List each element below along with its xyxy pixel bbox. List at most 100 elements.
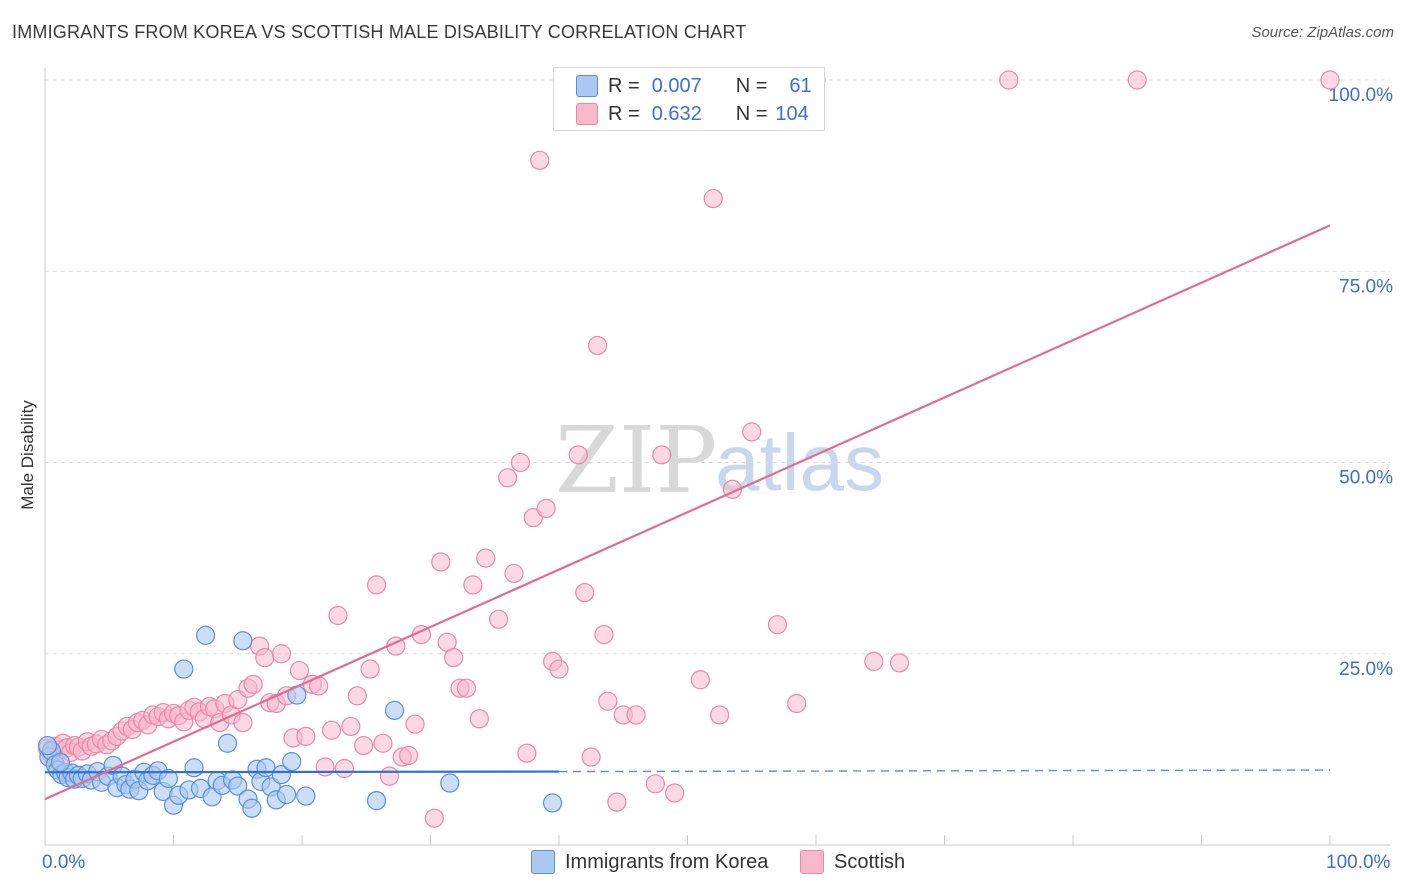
- scottish-point-76: [463, 575, 483, 595]
- scottish-point-106: [767, 615, 788, 635]
- scottish-r-value: 0.632: [651, 102, 702, 125]
- bottom-korea-swatch: [531, 850, 555, 874]
- scottish-point-81: [504, 563, 524, 584]
- scottish-point-86: [536, 498, 556, 518]
- scottish-point-50: [289, 660, 310, 681]
- scottish-point-91: [581, 747, 601, 767]
- korea-point-33: [184, 758, 204, 778]
- scottish-point-57: [334, 758, 355, 779]
- korea-n-value: 61: [789, 74, 812, 97]
- scottish-point-55: [321, 720, 342, 740]
- scottish-point-62: [366, 575, 387, 595]
- scottish-point-44: [255, 647, 275, 668]
- scottish-point-100: [665, 783, 685, 803]
- stats-legend: R = 0.007 N = 61 R = 0.632 N = 104: [553, 67, 825, 131]
- korea-swatch: [576, 75, 598, 97]
- scottish-point-68: [405, 714, 425, 734]
- y-tick-label-50: 50.0%: [1339, 468, 1393, 489]
- korea-point-56: [384, 700, 405, 720]
- x-tick-max: 100.0%: [1326, 852, 1391, 873]
- scottish-point-105: [742, 422, 762, 442]
- scottish-n-value: 104: [775, 102, 809, 125]
- scottish-point-54: [315, 757, 335, 777]
- scottish-point-73: [444, 647, 464, 668]
- bottom-scottish-label: Scottish: [834, 850, 906, 873]
- bottom-legend-scottish: Scottish: [800, 850, 905, 874]
- scottish-point-60: [354, 735, 374, 756]
- legend-row-korea: R = 0.007 N = 61: [576, 72, 812, 100]
- korea-n-label: N =: [735, 74, 768, 97]
- scottish-r-label: R =: [608, 102, 640, 125]
- scottish-point-99: [652, 445, 672, 465]
- scottish-point-67: [399, 745, 419, 766]
- scottish-n-label: N =: [735, 102, 768, 125]
- scottish-point-83: [517, 743, 537, 763]
- scottish-point-61: [360, 659, 380, 679]
- scottish-point-51: [296, 726, 316, 746]
- bottom-scottish-swatch: [800, 850, 824, 874]
- scottish-point-101: [690, 670, 710, 690]
- korea-trend-extension: [558, 769, 1331, 773]
- scottish-point-79: [489, 609, 509, 629]
- korea-point-41: [228, 776, 248, 796]
- scottish-point-63: [373, 733, 393, 753]
- korea-point-54: [296, 786, 316, 806]
- scottish-point-58: [341, 716, 361, 737]
- y-tick-label-100: 100.0%: [1329, 85, 1394, 106]
- korea-point-57: [440, 773, 460, 793]
- y-tick-label-75: 75.0%: [1339, 276, 1393, 297]
- korea-r-label: R =: [608, 74, 640, 97]
- korea-r-value: 0.007: [651, 74, 702, 97]
- korea-point-51: [276, 784, 297, 805]
- scottish-point-89: [568, 445, 588, 465]
- scottish-point-110: [889, 653, 910, 673]
- bottom-legend-korea: Immigrants from Korea: [531, 850, 768, 874]
- scottish-point-40: [233, 712, 253, 733]
- korea-point-50: [271, 765, 292, 785]
- scottish-point-97: [626, 705, 646, 725]
- scottish-point-92: [587, 335, 608, 356]
- scottish-point-88: [549, 659, 569, 679]
- scottish-point-102: [703, 188, 723, 209]
- korea-point-42: [233, 631, 253, 651]
- korea-point-59: [37, 735, 58, 756]
- scottish-point-107: [787, 693, 807, 714]
- scottish-point-71: [431, 552, 451, 572]
- scottish-point-75: [456, 678, 477, 698]
- scottish-point-64: [379, 766, 399, 786]
- scottish-point-98: [645, 774, 665, 794]
- scottish-point-70: [424, 808, 444, 828]
- scottish-point-82: [510, 452, 531, 473]
- korea-point-31: [174, 659, 194, 679]
- x-tick-min: 0.0%: [42, 852, 86, 873]
- scottish-point-90: [575, 582, 595, 603]
- scottish-swatch: [576, 103, 598, 125]
- scottish-point-85: [530, 150, 550, 170]
- bottom-korea-label: Immigrants from Korea: [565, 850, 769, 873]
- scottish-point-95: [607, 792, 627, 812]
- scottish-point-103: [710, 705, 730, 725]
- korea-point-39: [217, 733, 238, 753]
- korea-point-52: [282, 752, 302, 772]
- scottish-point-80: [498, 468, 518, 488]
- scottish-point-77: [469, 709, 489, 729]
- source-label: Source: ZipAtlas.com: [1251, 24, 1394, 41]
- korea-trend-line: [44, 770, 560, 774]
- korea-point-44: [242, 798, 262, 818]
- scottish-point-59: [347, 686, 367, 706]
- scottish-point-113: [1320, 70, 1340, 90]
- korea-point-58: [542, 793, 563, 813]
- scottish-point-111: [999, 70, 1019, 90]
- korea-point-60: [50, 752, 71, 772]
- korea-point-35: [196, 625, 216, 645]
- chart-title: IMMIGRANTS FROM KOREA VS SCOTTISH MALE D…: [12, 22, 747, 42]
- scottish-point-109: [864, 651, 884, 672]
- scottish-point-93: [594, 625, 614, 645]
- scottish-point-42: [243, 674, 263, 694]
- scottish-point-112: [1127, 70, 1147, 90]
- scottish-point-78: [476, 548, 496, 568]
- y-tick-label-25: 25.0%: [1339, 659, 1393, 680]
- scottish-point-94: [598, 691, 618, 711]
- legend-row-scottish: R = 0.632 N = 104: [576, 100, 809, 128]
